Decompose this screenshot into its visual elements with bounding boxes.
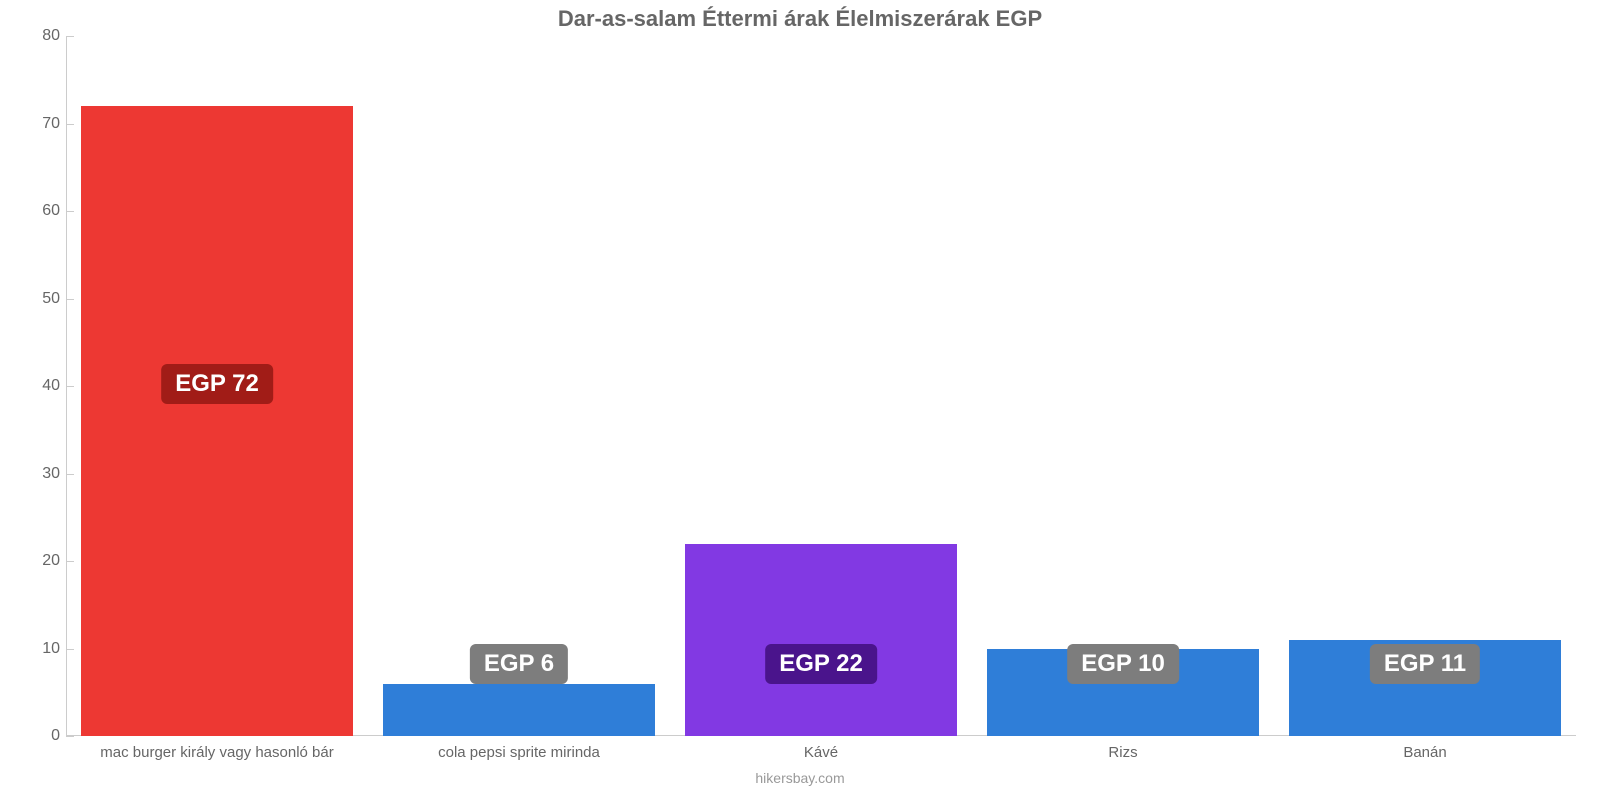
x-axis-label: mac burger király vagy hasonló bár — [100, 744, 333, 761]
y-tick-label: 10 — [20, 640, 60, 658]
x-axis-label: Kávé — [804, 744, 838, 761]
y-tick-label: 30 — [20, 465, 60, 483]
value-badge: EGP 22 — [765, 644, 877, 684]
value-badge: EGP 10 — [1067, 644, 1179, 684]
bar — [81, 106, 353, 736]
value-badge: EGP 11 — [1370, 644, 1480, 684]
x-axis-label: cola pepsi sprite mirinda — [438, 744, 600, 761]
y-tick-label: 80 — [20, 27, 60, 45]
value-badge: EGP 6 — [470, 644, 568, 684]
price-chart: Dar-as-salam Éttermi árak Élelmiszerárak… — [0, 0, 1600, 800]
bar-slot: EGP 11 — [1274, 36, 1576, 736]
chart-title: Dar-as-salam Éttermi árak Élelmiszerárak… — [0, 0, 1600, 32]
bar — [685, 544, 957, 737]
value-badge: EGP 72 — [161, 364, 273, 404]
x-axis-label: Banán — [1403, 744, 1446, 761]
bar-slot: EGP 72 — [66, 36, 368, 736]
y-tick-label: 50 — [20, 290, 60, 308]
y-tick-label: 20 — [20, 552, 60, 570]
x-axis-label: Rizs — [1108, 744, 1137, 761]
bar-slot: EGP 6 — [368, 36, 670, 736]
y-tick-mark — [66, 736, 74, 737]
y-tick-label: 60 — [20, 202, 60, 220]
bars-container: EGP 72 EGP 6 EGP 22 EGP 10 EGP 11 — [66, 36, 1576, 736]
y-tick-label: 40 — [20, 377, 60, 395]
bar-slot: EGP 10 — [972, 36, 1274, 736]
bar-slot: EGP 22 — [670, 36, 972, 736]
y-tick-label: 0 — [20, 727, 60, 745]
bar — [383, 684, 655, 737]
y-tick-label: 70 — [20, 115, 60, 133]
attribution: hikersbay.com — [0, 770, 1600, 786]
plot-area: 01020304050607080 EGP 72EGP 6EGP 22EGP 1… — [66, 36, 1576, 736]
